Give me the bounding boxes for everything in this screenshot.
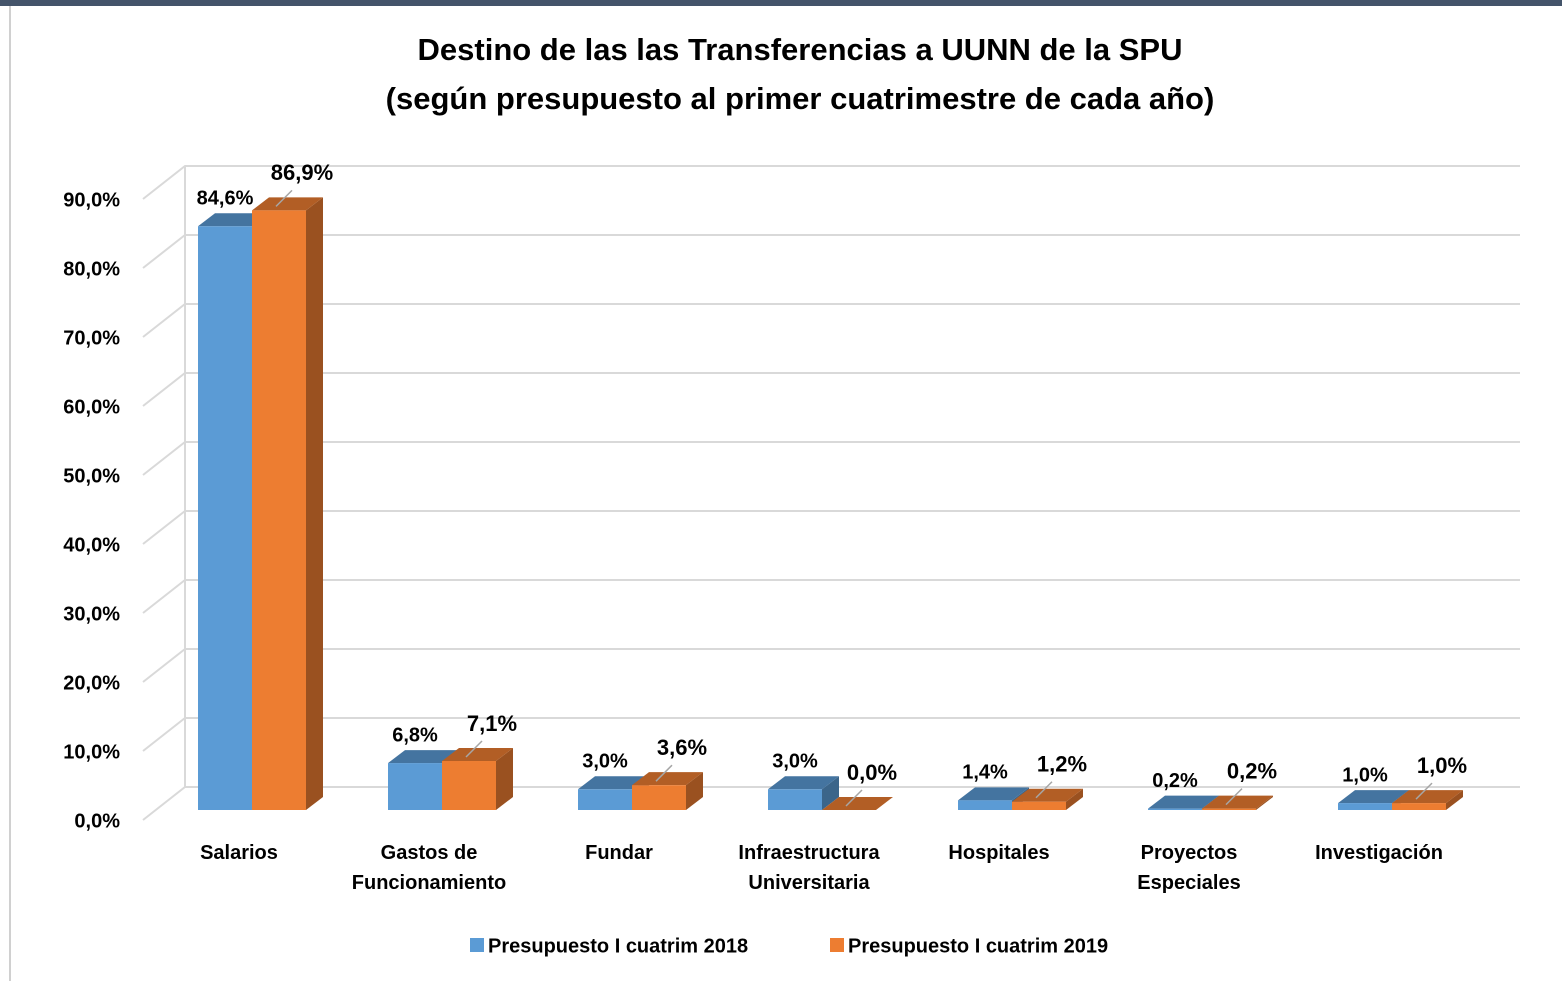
y-tick-label: 40,0% [63,534,120,556]
value-label: 3,0% [582,751,628,773]
bar [252,210,306,810]
bar-top [768,776,839,790]
bar [442,761,496,810]
chart-title: Destino de las las Transferencias a UUNN… [418,32,1183,67]
y-tick-label: 70,0% [63,327,120,349]
value-label: 0,2% [1152,770,1198,792]
bar-top [1338,790,1409,804]
y-tick-label: 80,0% [63,258,120,280]
leader-line [655,764,673,782]
x-tick-label: Investigación [1315,842,1443,864]
y-tick-label: 10,0% [63,741,120,763]
grid-line [142,165,1520,200]
bar-top [1392,790,1463,804]
bar-top [1202,795,1273,809]
bar-top [198,213,269,227]
bar [768,789,822,810]
leader-line [1415,782,1433,800]
grid-line [142,648,1520,683]
bar-top [632,772,703,786]
bar-side [1256,795,1273,810]
x-tick-label: Infraestructura Universitaria [738,842,880,894]
value-label: 1,4% [962,762,1008,784]
bar-top [822,797,893,810]
y-tick-label: 60,0% [63,396,120,418]
leader-line [1035,781,1053,799]
bar-top [388,750,459,764]
bar [1012,801,1066,810]
bar-side [686,772,703,810]
y-tick-label: 20,0% [63,672,120,694]
bar-top [1012,788,1083,802]
bar-side [822,776,839,810]
grid-line [142,579,1520,614]
leader-line [1225,788,1243,806]
y-tick-label: 50,0% [63,465,120,487]
bar [198,226,252,810]
bar-side [1066,788,1083,810]
x-tick-label: Salarios [200,842,278,864]
value-label: 84,6% [197,188,254,210]
x-tick-label: Hospitales [948,842,1050,864]
x-tick-label: Fundar [585,842,653,864]
grid-line [142,717,1520,752]
bar-top [1148,795,1219,809]
bar-top [958,787,1029,801]
legend-label: Presupuesto I cuatrim 2019 [848,935,1108,957]
grid-line [142,510,1520,545]
grid-line [142,234,1520,269]
bar-top [252,197,323,211]
value-label: 3,6% [657,735,707,760]
bar [388,763,442,810]
x-tick-label: Gastos de Funcionamiento [351,842,507,894]
y-tick-label: 30,0% [63,603,120,625]
bar [1392,803,1446,810]
x-tick-label: Proyectos Especiales [1137,842,1241,894]
grid-line [142,441,1520,476]
bar [1202,808,1256,810]
value-label: 6,8% [392,724,438,746]
chart-subtitle: (según presupuesto al primer cuatrimestr… [386,81,1215,116]
value-label: 1,0% [1417,753,1467,778]
legend-swatch [830,938,844,952]
leader-line [845,789,863,807]
y-tick-label: 0,0% [74,810,120,832]
leader-line [465,740,483,758]
bar-top [578,776,649,790]
value-label: 7,1% [467,711,517,736]
y-tick-label: 90,0% [63,189,120,211]
bar-side [306,197,323,810]
top-strip [0,0,1562,6]
value-label: 1,2% [1037,752,1087,777]
value-label: 1,0% [1342,764,1388,786]
grid-line [142,303,1520,338]
value-label: 0,2% [1227,758,1277,783]
grid-line [142,372,1520,407]
value-label: 3,0% [772,751,818,773]
bar [1148,808,1202,810]
value-label: 0,0% [847,760,897,785]
bar [1338,803,1392,810]
leader-line [275,189,293,207]
bar [632,785,686,810]
bar-top [442,748,513,762]
value-label: 86,9% [271,160,333,185]
bar-side [1446,790,1463,810]
bar-side [496,748,513,810]
bar [958,800,1012,810]
legend-label: Presupuesto I cuatrim 2018 [488,935,748,957]
legend-swatch [470,938,484,952]
bar [578,789,632,810]
